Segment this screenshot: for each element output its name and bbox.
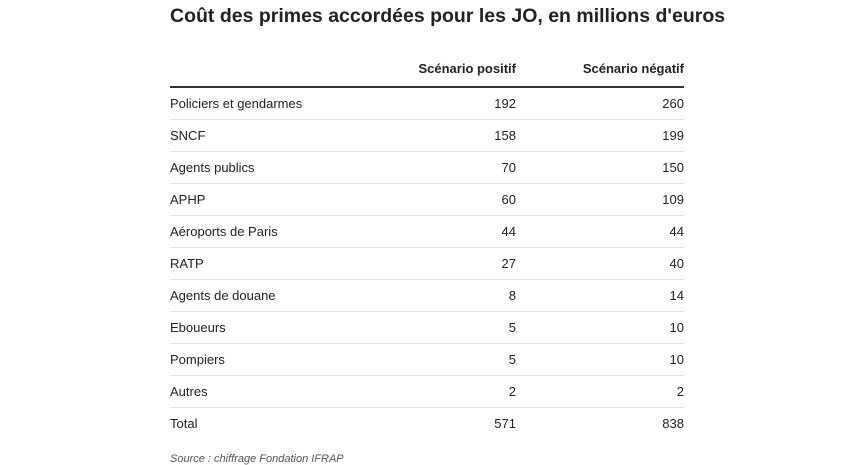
table-row: Aéroports de Paris 44 44: [170, 215, 684, 248]
cell-scenario-negatif: 10: [516, 311, 684, 344]
table-row: Agents publics 70 150: [170, 151, 684, 184]
table-row: Policiers et gendarmes 192 260: [170, 87, 684, 120]
cell-scenario-negatif: 260: [516, 87, 684, 120]
row-label: Aéroports de Paris: [170, 215, 390, 248]
row-label: Policiers et gendarmes: [170, 87, 390, 120]
chart-title: Coût des primes accordées pour les JO, e…: [170, 5, 726, 27]
source-note: Source : chiffrage Fondation IFRAP: [170, 453, 344, 465]
row-label: SNCF: [170, 119, 390, 152]
column-header-label: [170, 50, 390, 88]
column-header-negatif: Scénario négatif: [516, 50, 684, 88]
cell-scenario-positif: 8: [390, 279, 516, 312]
chart-container: Coût des primes accordées pour les JO, e…: [170, 0, 726, 465]
row-label: APHP: [170, 183, 390, 216]
row-label: Agents publics: [170, 151, 390, 184]
cell-scenario-positif: 192: [390, 87, 516, 120]
table-body: Policiers et gendarmes 192 260 SNCF 158 199 Ag…: [170, 87, 684, 439]
table-row: Agents de douane 8 14: [170, 279, 684, 312]
cell-scenario-positif: 44: [390, 215, 516, 248]
row-label: Autres: [170, 375, 390, 408]
cell-scenario-negatif: 10: [516, 343, 684, 376]
row-label: Total: [170, 416, 198, 431]
row-label: Eboueurs: [170, 311, 390, 344]
cell-scenario-negatif: 2: [516, 375, 684, 408]
cell-scenario-negatif: 150: [516, 151, 684, 184]
table-header-row: Scénario positif Scénario négatif: [170, 50, 684, 88]
cell-scenario-negatif: 109: [516, 183, 684, 216]
row-label: Agents de douane: [170, 279, 390, 312]
row-label: RATP: [170, 247, 390, 280]
table-row: APHP 60 109: [170, 183, 684, 216]
table-row: Autres 2 2: [170, 375, 684, 408]
cell-scenario-positif: 5: [390, 311, 516, 344]
table-row: SNCF 158 199: [170, 119, 684, 152]
column-header-positif: Scénario positif: [390, 50, 516, 88]
table-row: Eboueurs 5 10: [170, 311, 684, 344]
cell-scenario-positif: 5: [390, 343, 516, 376]
cell-scenario-positif: 571: [494, 416, 516, 431]
table-row: RATP 27 40: [170, 247, 684, 280]
table-row: Total 571 838: [170, 408, 684, 440]
table-row: Pompiers 5 10: [170, 343, 684, 376]
cell-scenario-negatif: 44: [516, 215, 684, 248]
cell-scenario-negatif: 838: [662, 416, 684, 431]
cell-scenario-positif: 27: [390, 247, 516, 280]
data-table: Scénario positif Scénario négatif Polici…: [170, 50, 684, 439]
cell-scenario-positif: 158: [390, 119, 516, 152]
cell-scenario-negatif: 14: [516, 279, 684, 312]
cell-scenario-positif: 70: [390, 151, 516, 184]
cell-scenario-positif: 60: [390, 183, 516, 216]
row-label: Pompiers: [170, 343, 390, 376]
cell-scenario-negatif: 199: [516, 119, 684, 152]
cell-scenario-negatif: 40: [516, 247, 684, 280]
cell-scenario-positif: 2: [390, 375, 516, 408]
